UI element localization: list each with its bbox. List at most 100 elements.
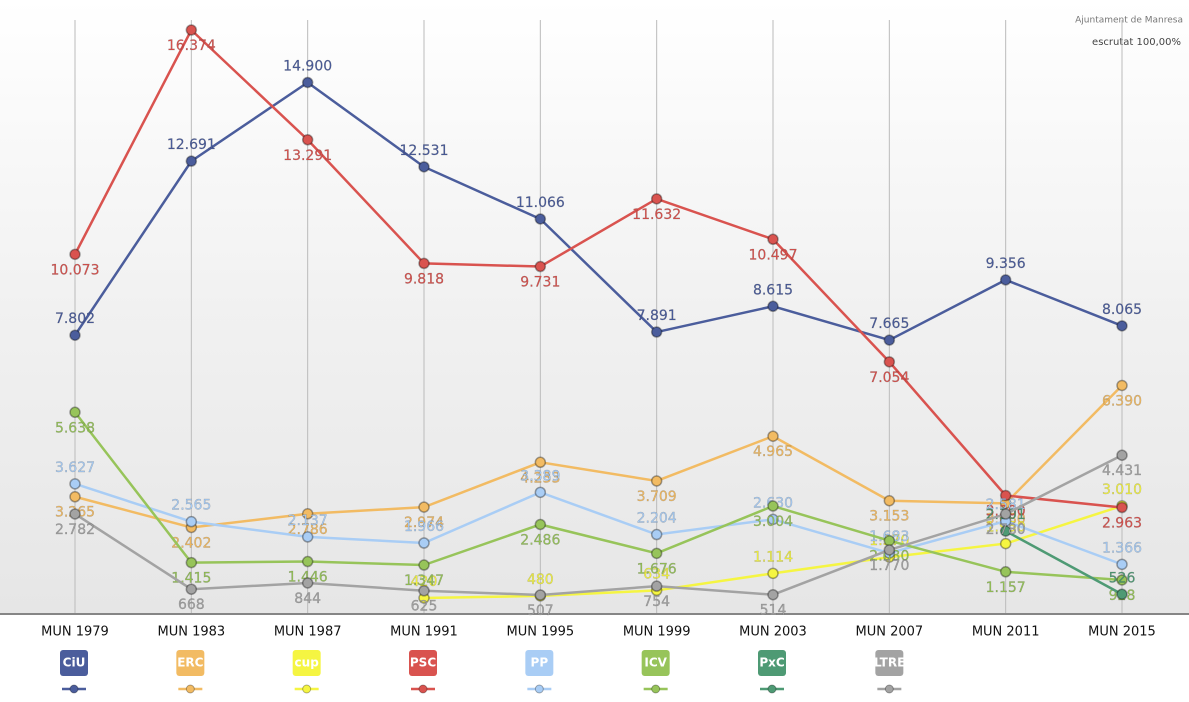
x-tick-label: MUN 1999 (623, 625, 691, 640)
point (186, 584, 196, 594)
value-label: 14.900 (283, 58, 332, 74)
point (652, 476, 662, 486)
legend-dot (535, 685, 543, 693)
point (186, 517, 196, 527)
x-tick-label: MUN 1987 (274, 625, 342, 640)
chart: Ajuntament de Manresa escrutat 100,00% M… (0, 0, 1189, 698)
point (419, 560, 429, 570)
point (652, 194, 662, 204)
value-label: 668 (178, 597, 205, 613)
value-label: 3.627 (55, 460, 95, 476)
org: Ajuntament de Manresa (1075, 16, 1183, 26)
point (1001, 539, 1011, 549)
point (768, 234, 778, 244)
value-label: 7.054 (869, 370, 909, 386)
point (535, 457, 545, 467)
value-label: 6.390 (1102, 393, 1142, 409)
point (652, 581, 662, 591)
value-label: 2.565 (171, 498, 211, 514)
point (884, 545, 894, 555)
point (535, 214, 545, 224)
value-label: 9.818 (404, 271, 444, 287)
point (768, 501, 778, 511)
value-label: 3.153 (869, 509, 909, 525)
x-tick-label: MUN 2015 (1088, 625, 1156, 640)
point (652, 548, 662, 558)
legend-label: ERC (177, 656, 203, 670)
value-label: 13.291 (283, 148, 332, 164)
legend-label: PSC (410, 656, 436, 670)
point (768, 568, 778, 578)
point (535, 519, 545, 529)
x-tick-label: MUN 2011 (972, 625, 1040, 640)
value-label: 480 (527, 572, 554, 588)
x-tick-label: MUN 1979 (41, 625, 109, 640)
point (303, 532, 313, 542)
value-label: 16.374 (167, 38, 216, 54)
point (1117, 503, 1127, 513)
value-label: 1.157 (986, 580, 1026, 596)
value-label: 9.356 (986, 256, 1026, 272)
point (70, 479, 80, 489)
point (535, 262, 545, 272)
value-label: 4.965 (753, 444, 793, 460)
value-label: 2.963 (1102, 516, 1142, 532)
point (535, 590, 545, 600)
value-label: 625 (411, 599, 438, 615)
value-label: 3.004 (753, 514, 793, 530)
point (884, 496, 894, 506)
point (70, 407, 80, 417)
value-label: 1.114 (753, 549, 793, 565)
point (419, 258, 429, 268)
point (303, 77, 313, 87)
point (768, 590, 778, 600)
status: escrutat 100,00% (1092, 37, 1181, 48)
point (419, 502, 429, 512)
value-label: 11.066 (516, 195, 565, 211)
point (70, 249, 80, 259)
value-label: 2.204 (637, 511, 677, 527)
value-label: 2.782 (55, 522, 95, 538)
value-label: 2.137 (288, 513, 328, 529)
value-label: 7.665 (869, 316, 909, 332)
legend-label: cup (295, 656, 320, 670)
point (70, 509, 80, 519)
legend-label: ICV (644, 656, 667, 670)
point (884, 536, 894, 546)
point (186, 25, 196, 35)
value-label: 4.431 (1102, 463, 1142, 479)
value-label: 3.709 (637, 489, 677, 505)
value-label: 10.073 (51, 262, 100, 278)
point (1117, 559, 1127, 569)
value-label: 514 (760, 603, 787, 619)
value-label: 12.531 (400, 143, 449, 159)
point (70, 492, 80, 502)
value-label: 7.802 (55, 311, 95, 327)
point (1117, 321, 1127, 331)
point (419, 586, 429, 596)
point (303, 578, 313, 588)
value-label: 1.770 (869, 558, 909, 574)
value-label: 526 (1109, 570, 1136, 586)
value-label: 2.486 (520, 532, 560, 548)
legend-label: CiU (63, 656, 86, 670)
point (652, 327, 662, 337)
point (535, 487, 545, 497)
point (186, 156, 196, 166)
value-label: 12.691 (167, 137, 216, 153)
x-tick-label: MUN 1983 (157, 625, 225, 640)
point (1117, 589, 1127, 599)
value-label: 5.638 (55, 420, 95, 436)
point (884, 357, 894, 367)
x-tick-label: MUN 2007 (855, 625, 923, 640)
legend-dot (186, 685, 194, 693)
point (768, 431, 778, 441)
point (419, 162, 429, 172)
legend-dot (303, 685, 311, 693)
value-label: 507 (527, 603, 554, 619)
point (1117, 450, 1127, 460)
value-label: 3.389 (520, 468, 560, 484)
legend-label: PP (531, 656, 549, 670)
point (1001, 567, 1011, 577)
legend-label: ALTRES (865, 656, 914, 670)
